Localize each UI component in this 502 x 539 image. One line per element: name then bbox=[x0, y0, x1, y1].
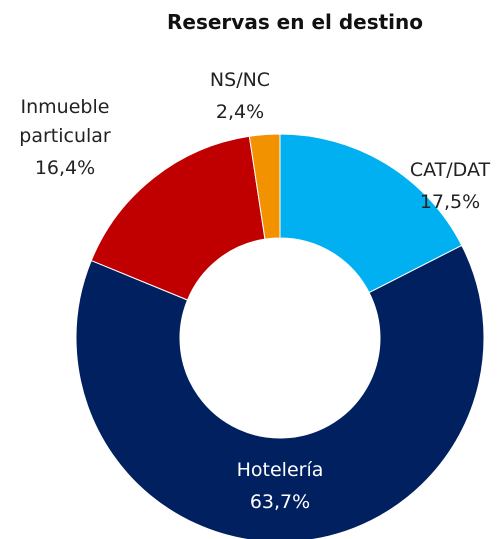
chart-title: Reservas en el destino bbox=[166, 10, 424, 34]
slice-label: Inmueble particular bbox=[19, 96, 111, 147]
donut-slice bbox=[90, 135, 266, 301]
donut-slice bbox=[75, 244, 485, 539]
slice-label: CAT/DAT bbox=[409, 159, 491, 181]
slice-value-label: 63,7% bbox=[249, 491, 311, 513]
donut-slice bbox=[279, 133, 463, 294]
slice-value-label: 17,5% bbox=[419, 191, 481, 213]
slice-label: NS/NC bbox=[209, 69, 271, 91]
donut-slice bbox=[248, 133, 281, 240]
slice-value-label: 2,4% bbox=[215, 101, 265, 123]
slice-value-label: 16,4% bbox=[34, 157, 96, 179]
slice-label: Hotelería bbox=[236, 459, 324, 481]
